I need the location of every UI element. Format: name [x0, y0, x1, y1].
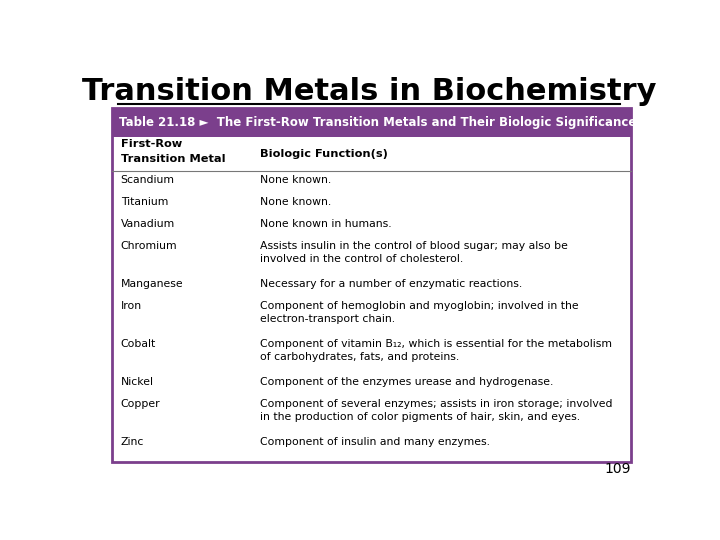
- FancyBboxPatch shape: [112, 109, 631, 462]
- Text: None known.: None known.: [260, 175, 331, 185]
- Text: Necessary for a number of enzymatic reactions.: Necessary for a number of enzymatic reac…: [260, 279, 523, 289]
- Text: Zinc: Zinc: [121, 437, 144, 447]
- Text: Component of insulin and many enzymes.: Component of insulin and many enzymes.: [260, 437, 490, 447]
- Text: Component of hemoglobin and myoglobin; involved in the
electron-transport chain.: Component of hemoglobin and myoglobin; i…: [260, 301, 579, 324]
- Text: Component of the enzymes urease and hydrogenase.: Component of the enzymes urease and hydr…: [260, 377, 554, 387]
- Text: Component of vitamin B₁₂, which is essential for the metabolism
of carbohydrates: Component of vitamin B₁₂, which is essen…: [260, 339, 612, 362]
- FancyBboxPatch shape: [112, 109, 631, 137]
- Text: 109: 109: [605, 462, 631, 476]
- Text: Manganese: Manganese: [121, 279, 184, 289]
- Text: Component of several enzymes; assists in iron storage; involved
in the productio: Component of several enzymes; assists in…: [260, 400, 613, 422]
- Text: Nickel: Nickel: [121, 377, 153, 387]
- Text: Scandium: Scandium: [121, 175, 175, 185]
- Text: Iron: Iron: [121, 301, 142, 312]
- Text: Copper: Copper: [121, 400, 161, 409]
- Text: Cobalt: Cobalt: [121, 339, 156, 349]
- Text: Titanium: Titanium: [121, 197, 168, 207]
- Text: Transition Metal: Transition Metal: [121, 154, 225, 164]
- Text: Transition Metals in Biochemistry: Transition Metals in Biochemistry: [82, 77, 656, 106]
- Text: Assists insulin in the control of blood sugar; may also be
involved in the contr: Assists insulin in the control of blood …: [260, 241, 568, 264]
- Text: None known.: None known.: [260, 197, 331, 207]
- Text: Chromium: Chromium: [121, 241, 177, 251]
- Text: First-Row: First-Row: [121, 139, 182, 149]
- Text: Vanadium: Vanadium: [121, 219, 175, 229]
- Text: None known in humans.: None known in humans.: [260, 219, 392, 229]
- Text: Biologic Function(s): Biologic Function(s): [260, 149, 388, 159]
- Text: Table 21.18 ►  The First-Row Transition Metals and Their Biologic Significance: Table 21.18 ► The First-Row Transition M…: [119, 116, 636, 129]
